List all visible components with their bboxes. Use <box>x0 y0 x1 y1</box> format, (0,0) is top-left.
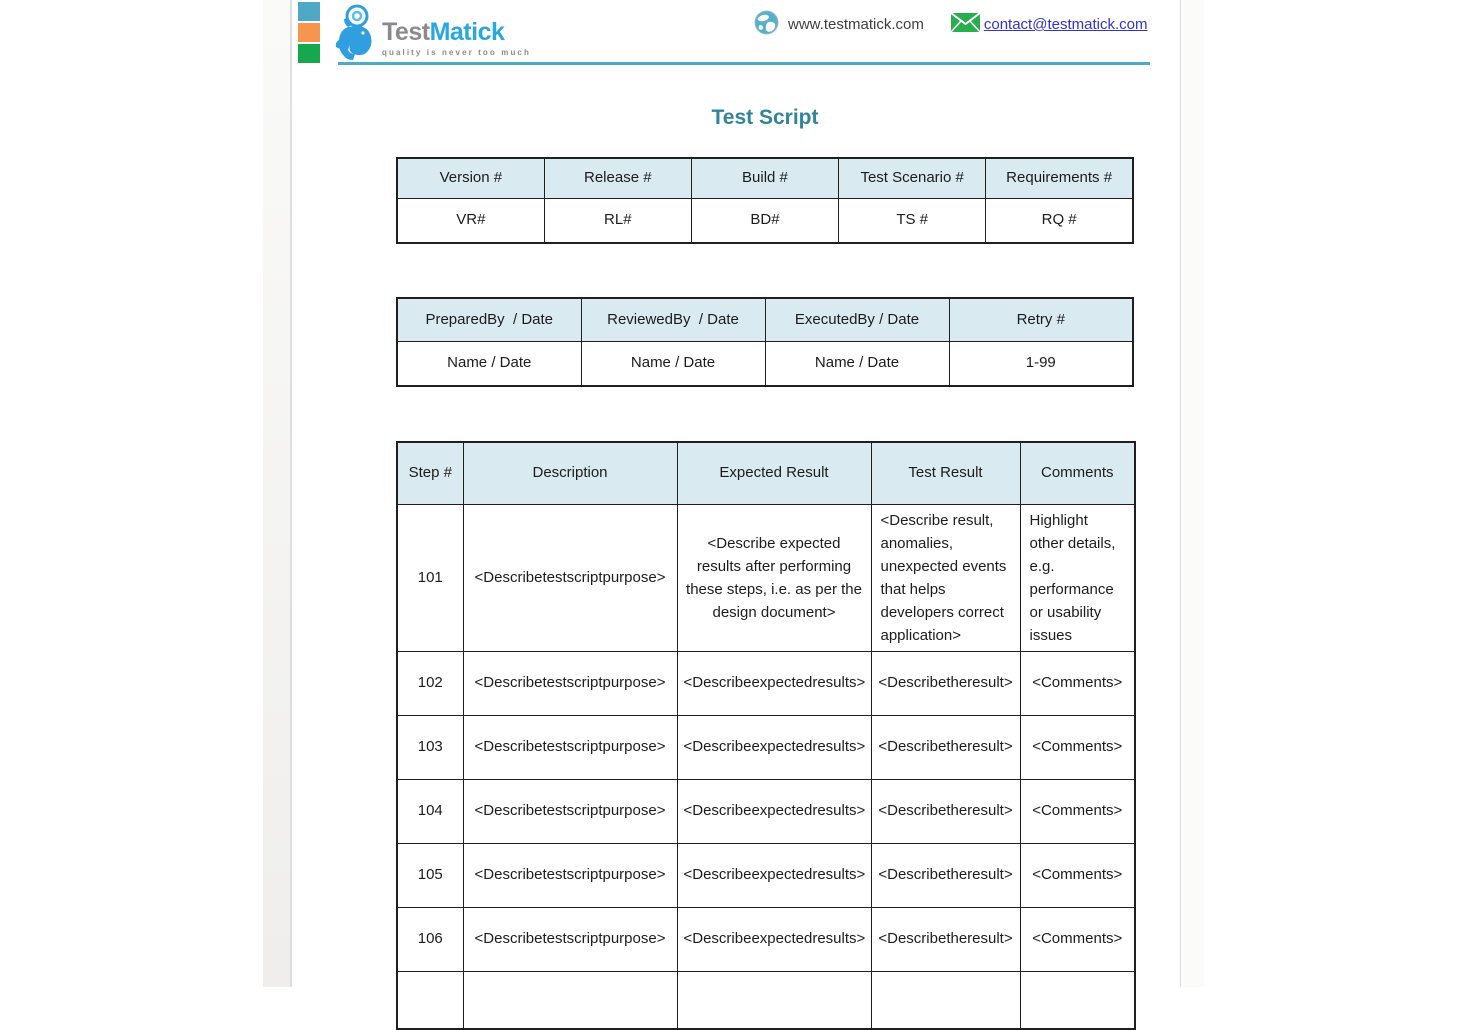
table-row: 105 <Describetestscriptpurpose> <Describee… <box>396 842 1136 908</box>
data-cell-result: <Describetheresult> <box>870 906 1021 972</box>
website-url: www.testmatick.com <box>788 16 924 33</box>
table-row: 103 <Describetestscriptpurpose> <Describee… <box>396 714 1136 780</box>
data-cell-comments: <Comments> <box>1019 650 1136 716</box>
signoff-table-wrap: PreparedBy / Date ReviewedBy / Date Exec… <box>396 297 1134 387</box>
version-info-table-wrap: Version # Release # Build # Test Scenari… <box>396 157 1134 244</box>
header-cell: ExecutedBy / Date <box>764 297 950 342</box>
document-page: TestMatick quality is never too much www… <box>292 0 1180 1030</box>
brand-accent-squares <box>298 2 320 65</box>
accent-square-blue <box>298 2 320 21</box>
table-header-row: Version # Release # Build # Test Scenari… <box>396 157 1134 199</box>
page-edge-left <box>263 0 292 987</box>
logo-word-matick: Matick <box>429 18 505 46</box>
data-cell-step: 104 <box>396 778 464 844</box>
data-cell-step: 102 <box>396 650 464 716</box>
signoff-table: PreparedBy / Date ReviewedBy / Date Exec… <box>396 297 1134 387</box>
data-cell-expected: <Describeexpectedresults> <box>676 842 872 908</box>
data-cell-step <box>396 970 464 1030</box>
data-cell-description: <Describetestscriptpurpose> <box>462 906 678 972</box>
email-link[interactable]: contact@testmatick.com <box>983 16 1148 33</box>
accent-square-orange <box>298 23 320 42</box>
header-cell: Requirements # <box>985 157 1134 199</box>
data-cell: Name / Date <box>580 340 766 387</box>
data-cell-comments: <Comments> <box>1019 842 1136 908</box>
data-cell: 1-99 <box>948 340 1134 387</box>
table-row: VR# RL# BD# TS # RQ # <box>396 197 1134 244</box>
test-steps-table: Step # Description Expected Result Test … <box>396 441 1136 1030</box>
table-row <box>396 970 1136 1030</box>
data-cell-description: <Describetestscriptpurpose> <box>462 714 678 780</box>
data-cell-result: <Describetheresult> <box>870 842 1021 908</box>
header-cell: Test Result <box>870 441 1021 505</box>
data-cell-description: <Describetestscriptpurpose> <box>462 503 678 652</box>
header-cell: Release # <box>543 157 692 199</box>
header-cell: Expected Result <box>676 441 872 505</box>
data-cell-description: <Describetestscriptpurpose> <box>462 778 678 844</box>
table-row: 101 <Describetestscriptpurpose> <Describe … <box>396 503 1136 652</box>
data-cell-result: <Describetheresult> <box>870 714 1021 780</box>
header-cell: Build # <box>690 157 840 199</box>
data-cell-comments <box>1019 970 1136 1030</box>
logo-wordmark: TestMatick <box>382 20 531 45</box>
header-cell: Test Scenario # <box>838 157 987 199</box>
data-cell-step: 103 <box>396 714 464 780</box>
data-cell: TS # <box>838 197 987 244</box>
table-row: 104 <Describetestscriptpurpose> <Describee… <box>396 778 1136 844</box>
data-cell: Name / Date <box>764 340 950 387</box>
table-row: 102 <Describetestscriptpurpose> <Describee… <box>396 650 1136 716</box>
table-row: Name / Date Name / Date Name / Date 1-99 <box>396 340 1134 387</box>
data-cell: Name / Date <box>396 340 582 387</box>
data-cell: BD# <box>690 197 840 244</box>
data-cell-expected: <Describeexpectedresults> <box>676 650 872 716</box>
data-cell-result: <Describetheresult> <box>870 650 1021 716</box>
data-cell-step: 105 <box>396 842 464 908</box>
header-cell: Retry # <box>948 297 1134 342</box>
data-cell-comments: <Comments> <box>1019 906 1136 972</box>
data-cell-expected: <Describeexpectedresults> <box>676 778 872 844</box>
screenshot-root: { "logo": { "text_gray": "Test", "text_b… <box>263 0 1204 1030</box>
header-cell: Step # <box>396 441 464 505</box>
data-cell-step: 106 <box>396 906 464 972</box>
data-cell-result: <Describe result, anomalies, unexpected … <box>870 503 1021 652</box>
data-cell-description <box>462 970 678 1030</box>
data-cell-comments: <Comments> <box>1019 778 1136 844</box>
version-info-table: Version # Release # Build # Test Scenari… <box>396 157 1134 244</box>
header-cell: Version # <box>396 157 545 199</box>
data-cell-comments: Highlight other details, e.g. performanc… <box>1019 503 1136 652</box>
data-cell-expected: <Describeexpectedresults> <box>676 906 872 972</box>
accent-square-green <box>298 44 320 63</box>
globe-icon <box>754 10 779 39</box>
data-cell: VR# <box>396 197 545 244</box>
data-cell-expected: <Describeexpectedresults> <box>676 714 872 780</box>
logo-tagline: quality is never too much <box>382 48 531 57</box>
header-cell: Comments <box>1019 441 1136 505</box>
table-header-row: Step # Description Expected Result Test … <box>396 441 1136 505</box>
data-cell-description: <Describetestscriptpurpose> <box>462 650 678 716</box>
email-icon <box>950 12 981 37</box>
data-cell-expected: <Describe expected results after perform… <box>676 503 872 652</box>
page-edge-right <box>1180 0 1204 987</box>
logo-word-test: Test <box>382 18 430 46</box>
data-cell-comments: <Comments> <box>1019 714 1136 780</box>
data-cell: RQ # <box>985 197 1134 244</box>
data-cell-expected <box>676 970 872 1030</box>
page-title: Test Script <box>711 106 819 129</box>
mascot-elephant-icon <box>334 4 380 67</box>
header-cell: Description <box>462 441 678 505</box>
logo: TestMatick quality is never too much <box>334 4 531 67</box>
table-row: 106 <Describetestscriptpurpose> <Describee… <box>396 906 1136 972</box>
header-cell: PreparedBy / Date <box>396 297 582 342</box>
header-cell: ReviewedBy / Date <box>580 297 766 342</box>
test-steps-table-wrap: Step # Description Expected Result Test … <box>396 441 1136 1030</box>
logo-text: TestMatick quality is never too much <box>382 20 531 58</box>
data-cell-result: <Describetheresult> <box>870 778 1021 844</box>
table-header-row: PreparedBy / Date ReviewedBy / Date Exec… <box>396 297 1134 342</box>
header-contact-bar: www.testmatick.com contact@testmatick.co… <box>754 10 1147 39</box>
data-cell: RL# <box>543 197 692 244</box>
data-cell-description: <Describetestscriptpurpose> <box>462 842 678 908</box>
data-cell-result <box>870 970 1021 1030</box>
data-cell-step: 101 <box>396 503 464 652</box>
header-divider-rule <box>338 62 1150 65</box>
